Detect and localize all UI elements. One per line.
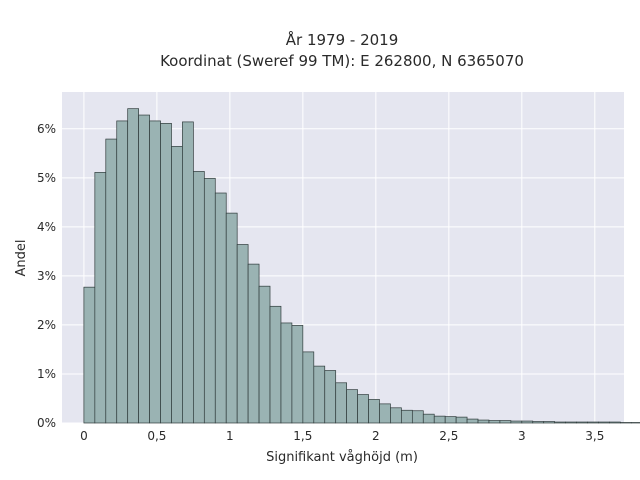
histogram-bar-30 [411,410,424,424]
y-axis-ticks: 0% 1% 2% 3% 4% 5% 6% [37,122,56,430]
histogram-bar-22 [324,370,337,424]
histogram-bar-6 [149,120,161,424]
histogram-bar-37 [488,420,501,424]
histogram-bar-12 [214,192,227,424]
histogram-bar-31 [422,413,435,424]
histogram-bar-41 [532,421,545,424]
histogram-bar-24 [346,389,358,424]
histogram-bar-0 [83,286,96,424]
histogram-bar-29 [401,409,413,424]
x-tick-label: 2 [372,429,380,443]
histogram-bar-34 [455,416,468,424]
histogram-bar-2 [105,138,118,424]
histogram-bar-20 [302,351,315,424]
y-tick-label: 6% [37,122,56,136]
histogram-bar-13 [225,212,238,424]
histogram-bar-23 [335,382,347,424]
histogram-bar-18 [280,322,293,424]
histogram-bar-15 [247,263,260,424]
histogram-bar-39 [510,420,523,424]
histogram-bar-32 [433,415,446,424]
histogram-bar-44 [565,421,577,424]
x-tick-label: 2,5 [439,429,458,443]
histogram-bar-40 [521,420,534,424]
histogram-bar-4 [127,108,139,424]
y-tick-label: 5% [37,171,56,185]
x-tick-label: 0,5 [147,429,166,443]
histogram-bar-7 [160,123,172,424]
histogram-bar-21 [313,365,326,424]
x-tick-label: 3 [518,429,526,443]
x-tick-label: 3,5 [585,429,604,443]
histogram-bars [83,108,640,424]
histogram-bar-19 [291,325,304,424]
y-tick-label: 4% [37,220,56,234]
histogram-bar-8 [171,146,183,424]
x-tick-label: 0 [80,429,88,443]
histogram-bar-3 [116,120,129,424]
histogram-bar-35 [466,418,479,424]
y-tick-label: 3% [37,269,56,283]
histogram-bar-42 [543,421,556,424]
histogram-bar-5 [138,114,150,424]
histogram-bar-1 [94,172,107,424]
histogram-bar-10 [193,171,205,424]
y-tick-label: 0% [37,416,56,430]
histogram-bar-16 [258,285,271,424]
histogram-bar-9 [182,121,194,424]
x-tick-label: 1,5 [293,429,312,443]
histogram-bar-46 [587,421,599,424]
histogram-bar-28 [390,407,402,424]
histogram-bar-26 [368,399,380,424]
histogram-bar-43 [554,421,566,424]
histogram-bar-14 [236,244,249,424]
histogram-bar-45 [576,421,588,424]
y-axis-label: Andel [14,240,29,277]
histogram-bar-27 [379,403,391,424]
histogram-bar-25 [357,394,369,424]
y-tick-label: 1% [37,367,56,381]
histogram-bar-36 [477,419,490,424]
chart-title-line-2: Koordinat (Sweref 99 TM): E 262800, N 63… [160,52,524,70]
x-axis-ticks: 0 0,5 1 1,5 2 2,5 3 3,5 [80,429,604,443]
histogram-bar-48 [609,421,621,424]
chart-title-line-1: År 1979 - 2019 [286,30,399,49]
histogram-bar-17 [269,305,282,424]
y-tick-label: 2% [37,318,56,332]
x-axis-label: Signifikant våghöjd (m) [266,450,418,465]
histogram-bar-38 [499,420,512,424]
histogram-bar-47 [598,421,610,424]
histogram-bar-33 [444,416,457,424]
x-tick-label: 1 [226,429,234,443]
histogram-bar-11 [203,177,216,424]
